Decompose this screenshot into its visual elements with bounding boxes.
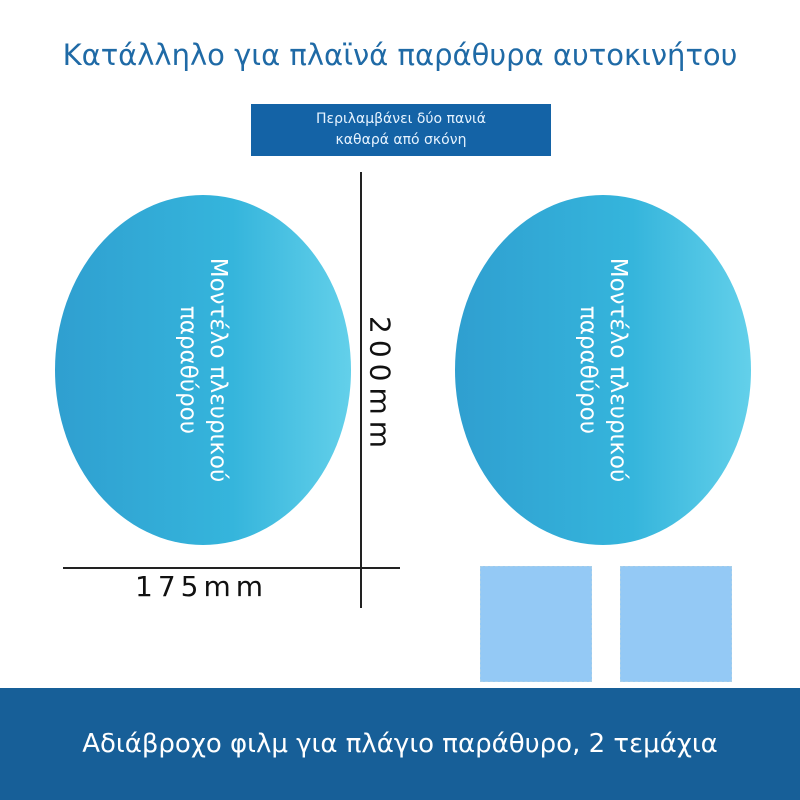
film-right-line-1: Μοντέλο πλευρικού (605, 257, 631, 483)
film-right-label: Μοντέλο πλευρικού παραθύρου (573, 258, 633, 483)
headline: Κατάλληλο για πλαϊνά παράθυρα αυτοκινήτο… (62, 38, 738, 72)
film-left: Μοντέλο πλευρικού παραθύρου (55, 195, 351, 545)
film-right-line-2: παραθύρου (575, 305, 601, 435)
height-dimension-line (360, 172, 362, 608)
footer-caption: Αδιάβροχο φιλμ για πλάγιο παράθυρο, 2 τε… (0, 688, 800, 800)
included-cloths-banner: Περιλαμβάνει δύο πανιά καθαρά από σκόνη (251, 104, 551, 156)
banner-line-1: Περιλαμβάνει δύο πανιά (315, 111, 486, 127)
cleaning-cloth-2 (620, 566, 732, 682)
width-label: 175mm (135, 570, 268, 603)
height-label: 200mm (363, 316, 397, 454)
cleaning-cloth-1 (480, 566, 592, 682)
film-left-label: Μοντέλο πλευρικού παραθύρου (173, 258, 233, 483)
film-left-line-1: Μοντέλο πλευρικού (205, 257, 231, 483)
film-left-line-2: παραθύρου (175, 305, 201, 435)
banner-line-2: καθαρά από σκόνη (335, 132, 467, 148)
film-right: Μοντέλο πλευρικού παραθύρου (455, 195, 751, 545)
width-dimension-line (63, 567, 400, 569)
